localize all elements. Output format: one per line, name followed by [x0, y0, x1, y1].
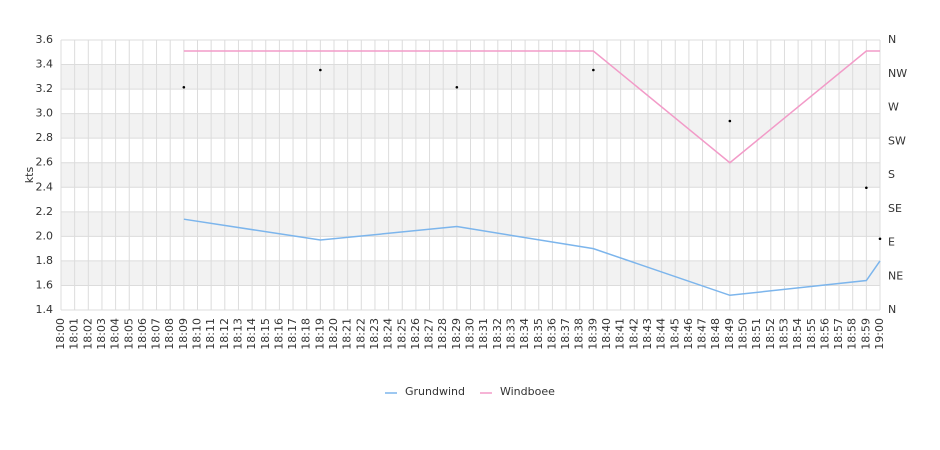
y2-tick-label: W	[888, 101, 899, 114]
x-tick-label: 18:26	[409, 318, 422, 350]
x-tick-label: 18:37	[559, 318, 572, 350]
x-tick-label: 18:27	[423, 318, 436, 350]
direction-dot	[878, 237, 882, 241]
direction-dot	[455, 85, 459, 89]
x-tick-label: 18:59	[859, 318, 872, 350]
x-tick-label: 18:25	[395, 318, 408, 350]
x-tick-label: 18:45	[668, 318, 681, 350]
x-tick-label: 18:02	[81, 318, 94, 350]
x-tick-label: 18:43	[641, 318, 654, 350]
x-tick-label: 18:52	[764, 318, 777, 350]
y-tick-label: 3.0	[36, 107, 54, 120]
x-tick-label: 18:13	[231, 318, 244, 350]
y-tick-label: 1.6	[36, 278, 54, 291]
x-tick-label: 18:51	[750, 318, 763, 350]
x-tick-label: 18:24	[382, 318, 395, 350]
x-tick-label: 18:19	[313, 318, 326, 350]
y2-tick-label: NW	[888, 67, 907, 80]
x-tick-label: 18:07	[150, 318, 163, 350]
x-tick-label: 18:54	[791, 318, 804, 350]
legend-label: Windboee	[500, 385, 555, 398]
x-tick-label: 18:14	[245, 318, 258, 350]
y2-tick-label: SW	[888, 134, 906, 147]
x-tick-label: 18:53	[777, 318, 790, 350]
x-tick-label: 18:55	[805, 318, 818, 350]
direction-dot	[728, 119, 732, 123]
x-tick-label: 18:23	[368, 318, 381, 350]
x-tick-label: 18:11	[204, 318, 217, 350]
x-tick-label: 18:03	[95, 318, 108, 350]
x-tick-label: 18:33	[504, 318, 517, 350]
x-tick-label: 18:06	[136, 318, 149, 350]
x-tick-label: 18:38	[573, 318, 586, 350]
x-tick-label: 18:39	[586, 318, 599, 350]
x-tick-label: 18:56	[818, 318, 831, 350]
y2-tick-label: SE	[888, 202, 902, 215]
x-tick-label: 18:47	[696, 318, 709, 350]
y2-tick-label: E	[888, 236, 895, 249]
direction-dot	[592, 68, 595, 72]
x-tick-label: 18:18	[300, 318, 313, 350]
x-tick-label: 18:10	[191, 318, 204, 350]
x-tick-label: 18:30	[464, 318, 477, 350]
y-tick-label: 3.2	[36, 82, 54, 95]
x-tick-label: 18:20	[327, 318, 340, 350]
y-tick-label: 2.6	[36, 156, 54, 169]
x-tick-label: 18:21	[341, 318, 354, 350]
x-tick-label: 18:48	[709, 318, 722, 350]
y2-tick-label: NE	[888, 269, 903, 282]
x-tick-label: 18:16	[272, 318, 285, 350]
x-tick-label: 18:44	[655, 318, 668, 350]
x-tick-label: 18:58	[846, 318, 859, 350]
x-tick-label: 18:41	[614, 318, 627, 350]
x-tick-label: 18:09	[177, 318, 190, 350]
x-tick-label: 18:36	[545, 318, 558, 350]
y-tick-label: 2.0	[36, 229, 54, 242]
x-tick-label: 18:46	[682, 318, 695, 350]
x-tick-label: 18:57	[832, 318, 845, 350]
y-tick-label: 3.6	[36, 33, 54, 46]
x-tick-label: 18:29	[450, 318, 463, 350]
y-tick-label: 1.8	[36, 254, 54, 267]
x-tick-label: 18:32	[491, 318, 504, 350]
direction-dot	[319, 68, 322, 72]
series-line	[183, 218, 881, 297]
x-tick-label: 18:17	[286, 318, 299, 350]
y-tick-label: 2.8	[36, 131, 54, 144]
y2-tick-label: N	[888, 303, 896, 316]
x-tick-label: 18:12	[218, 318, 231, 350]
x-tick-label: 18:08	[163, 318, 176, 350]
x-tick-label: 18:28	[436, 318, 449, 350]
y-tick-label: 1.4	[36, 303, 54, 316]
x-tick-label: 18:40	[600, 318, 613, 350]
y-axis-label: kts	[23, 167, 36, 184]
direction-dot	[865, 186, 868, 190]
y-tick-label: 2.2	[36, 205, 54, 218]
x-tick-label: 18:49	[723, 318, 736, 350]
y-tick-label: 3.4	[36, 58, 54, 71]
x-tick-label: 18:05	[122, 318, 135, 350]
x-tick-label: 18:31	[477, 318, 490, 350]
x-tick-label: 18:42	[627, 318, 640, 350]
x-tick-label: 18:50	[737, 318, 750, 350]
y2-tick-label: N	[888, 33, 896, 46]
x-tick-label: 19:00	[873, 318, 886, 350]
y2-tick-label: S	[888, 168, 895, 181]
x-tick-label: 18:22	[354, 318, 367, 350]
series-line	[183, 50, 880, 164]
direction-dot	[182, 85, 186, 89]
x-tick-label: 18:15	[259, 318, 272, 350]
legend-label: Grundwind	[405, 385, 465, 398]
x-tick-label: 18:35	[532, 318, 545, 350]
x-tick-label: 18:34	[518, 318, 531, 350]
x-tick-label: 18:04	[109, 318, 122, 350]
x-tick-label: 18:01	[68, 318, 81, 350]
x-tick-label: 18:00	[54, 318, 67, 350]
y-tick-label: 2.4	[36, 180, 54, 193]
